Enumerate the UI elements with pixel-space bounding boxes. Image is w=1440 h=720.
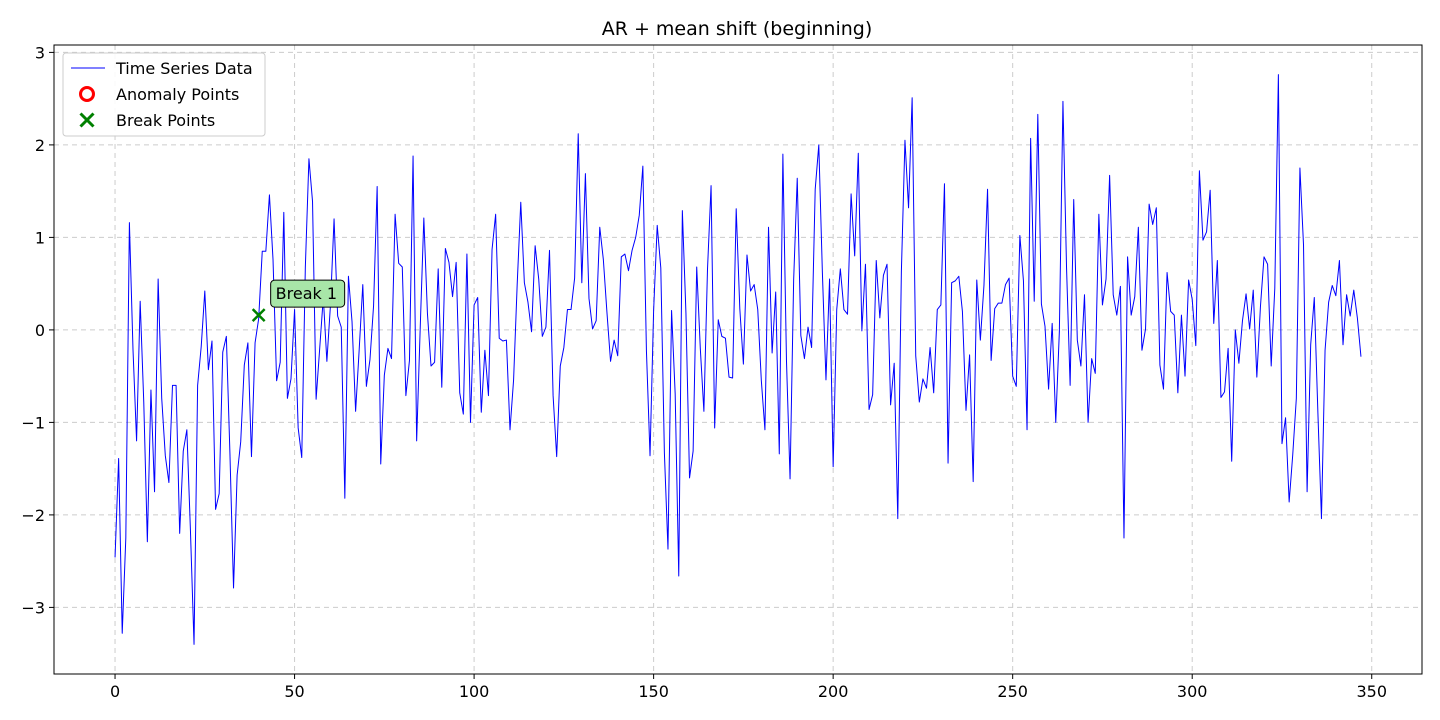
break-annotation: Break 1: [270, 279, 346, 308]
y-tick-label: −1: [21, 413, 45, 432]
x-tick-label: 250: [997, 682, 1028, 701]
legend-label: Break Points: [116, 111, 215, 130]
x-axis: 0 50 100 150 200 250 300 350: [110, 674, 1387, 701]
x-tick-label: 50: [284, 682, 304, 701]
chart-title: AR + mean shift (beginning): [602, 18, 873, 40]
x-tick-label: 150: [638, 682, 669, 701]
legend-label: Time Series Data: [115, 59, 253, 78]
legend-x-icon: [79, 112, 95, 128]
y-tick-label: 3: [35, 43, 45, 62]
legend-label: Anomaly Points: [116, 85, 239, 104]
legend: Time Series Data Anomaly Points Break Poin…: [62, 52, 266, 137]
annotation-text: Break 1: [276, 284, 337, 303]
y-tick-label: 2: [35, 136, 45, 155]
grid: [54, 45, 1422, 674]
annotation-box: [270, 279, 346, 308]
y-tick-label: 1: [35, 228, 45, 247]
legend-circle-icon: [79, 86, 95, 102]
y-tick-label: −3: [21, 598, 45, 617]
x-tick-label: 350: [1356, 682, 1387, 701]
legend-box: [62, 52, 266, 137]
x-tick-label: 300: [1177, 682, 1208, 701]
break-marker-stroke: [251, 308, 266, 322]
y-tick-label: −2: [21, 506, 45, 525]
annotations: Break 1: [270, 279, 346, 308]
x-tick-label: 0: [110, 682, 120, 701]
y-tick-label: 0: [35, 321, 45, 340]
y-axis: −3 −2 −1 0 1 2 3: [21, 43, 54, 617]
break-point-marker: [251, 308, 266, 322]
axes-frame: [53, 44, 1423, 675]
x-tick-label: 100: [459, 682, 490, 701]
x-tick-label: 200: [818, 682, 849, 701]
